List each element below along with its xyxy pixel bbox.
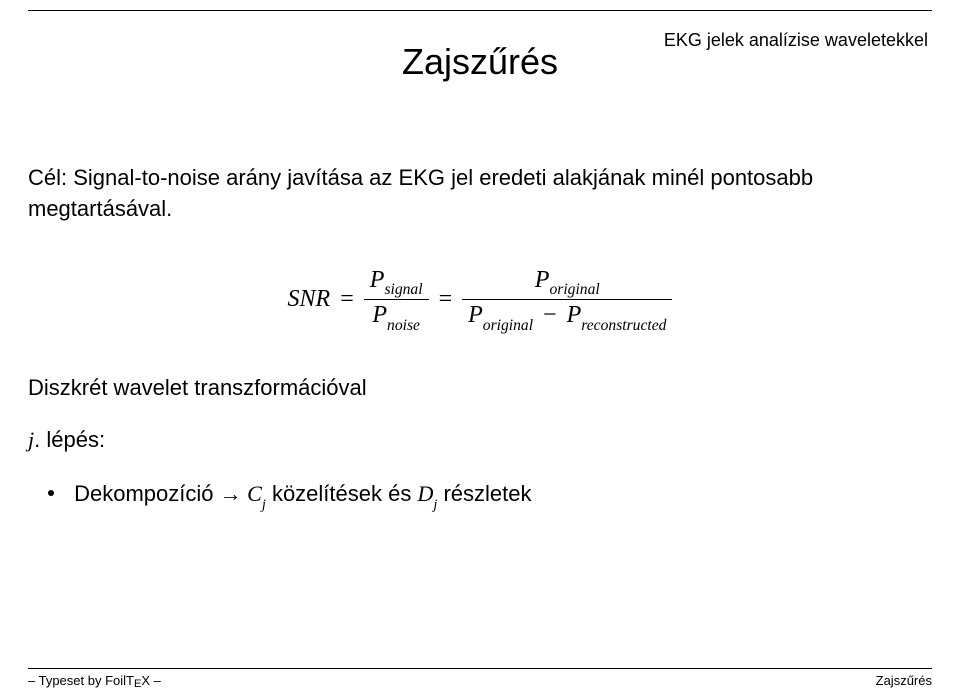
eq-f1-den-p: P (372, 302, 387, 328)
header-right: EKG jelek analízise waveletekkel (664, 30, 928, 51)
step-text: . lépés: (34, 427, 105, 452)
top-rule (28, 10, 932, 11)
footer-right: Zajszűrés (876, 673, 932, 688)
footer-left: – Typeset by FoilTEX – (28, 673, 161, 688)
footer-rule (28, 668, 932, 669)
eq-f1-num-sub: signal (384, 281, 422, 298)
eq-lhs: SNR (288, 286, 331, 313)
eq-f2-num-sub: original (549, 281, 599, 298)
section-heading: Diszkrét wavelet transzformációval (28, 375, 932, 401)
eq-f2-den-r-sub: reconstructed (581, 317, 666, 334)
eq-f2-den-r-p: P (567, 302, 582, 328)
arrow-icon: → (220, 481, 248, 506)
bullet-item: Dekompozíció → Cj közelítések és Dj rész… (48, 481, 932, 511)
step-label: j. lépés: (28, 427, 932, 453)
bullet-Cj: j (262, 497, 266, 513)
bullet-mid: közelítések és (272, 481, 411, 506)
eq-f2-den-l-sub: original (483, 317, 533, 334)
intro-paragraph: Cél: Signal-to-noise arány javítása az E… (28, 163, 932, 225)
bullet-dot-icon (48, 490, 54, 496)
eq-f1-num-p: P (370, 267, 385, 293)
eq-equals-1: = (340, 286, 354, 313)
snr-equation: SNR = Psignal Pnoise = Poriginal Porigin… (0, 265, 960, 336)
eq-minus: − (539, 302, 561, 328)
bullet-word-1: Dekompozíció (74, 481, 213, 506)
eq-f2-den-l-p: P (468, 302, 483, 328)
bullet-D: D (417, 481, 433, 506)
eq-f1-den-sub: noise (387, 317, 420, 334)
eq-equals-2: = (439, 286, 453, 313)
footer: – Typeset by FoilTEX – Zajszűrés (0, 668, 960, 688)
bullet-Dj: j (433, 497, 437, 513)
bullet-end: részletek (443, 481, 531, 506)
eq-f2-num-p: P (535, 267, 550, 293)
eq-frac-2: Poriginal Poriginal − Preconstructed (462, 265, 672, 336)
eq-frac-1: Psignal Pnoise (364, 265, 429, 336)
bullet-C: C (247, 481, 262, 506)
